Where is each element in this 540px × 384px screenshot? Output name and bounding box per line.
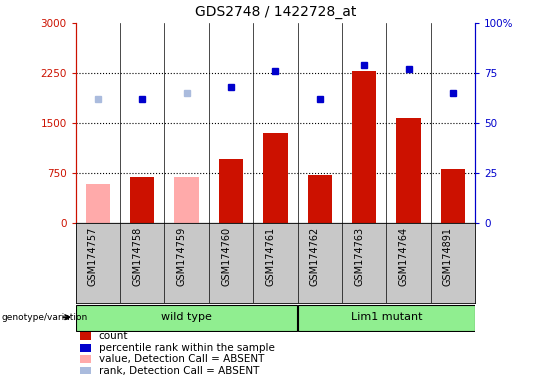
Text: genotype/variation: genotype/variation [2,313,88,322]
FancyBboxPatch shape [76,305,297,331]
Bar [79,344,91,352]
Text: GSM174761: GSM174761 [265,227,275,286]
Text: rank, Detection Call = ABSENT: rank, Detection Call = ABSENT [99,366,259,376]
Text: GSM174764: GSM174764 [399,227,409,286]
Text: value, Detection Call = ABSENT: value, Detection Call = ABSENT [99,354,264,364]
Text: GSM174762: GSM174762 [310,227,320,286]
Bar [86,184,110,223]
Bar [130,177,154,223]
Title: GDS2748 / 1422728_at: GDS2748 / 1422728_at [195,5,356,19]
Bar [79,333,91,340]
Bar [263,133,288,223]
Bar [174,177,199,223]
Text: GSM174891: GSM174891 [443,227,453,286]
Bar [308,175,332,223]
Bar [396,118,421,223]
Text: GSM174757: GSM174757 [88,227,98,286]
Text: GSM174760: GSM174760 [221,227,231,286]
Text: count: count [99,331,129,341]
FancyBboxPatch shape [298,305,475,331]
Text: GSM174763: GSM174763 [354,227,364,286]
Text: percentile rank within the sample: percentile rank within the sample [99,343,275,353]
Bar [352,71,376,223]
Bar [219,159,243,223]
Bar [79,367,91,374]
Bar [79,355,91,363]
Text: GSM174759: GSM174759 [177,227,187,286]
Bar [441,169,465,223]
Text: wild type: wild type [161,312,212,322]
Text: Lim1 mutant: Lim1 mutant [350,312,422,322]
Text: GSM174758: GSM174758 [132,227,142,286]
